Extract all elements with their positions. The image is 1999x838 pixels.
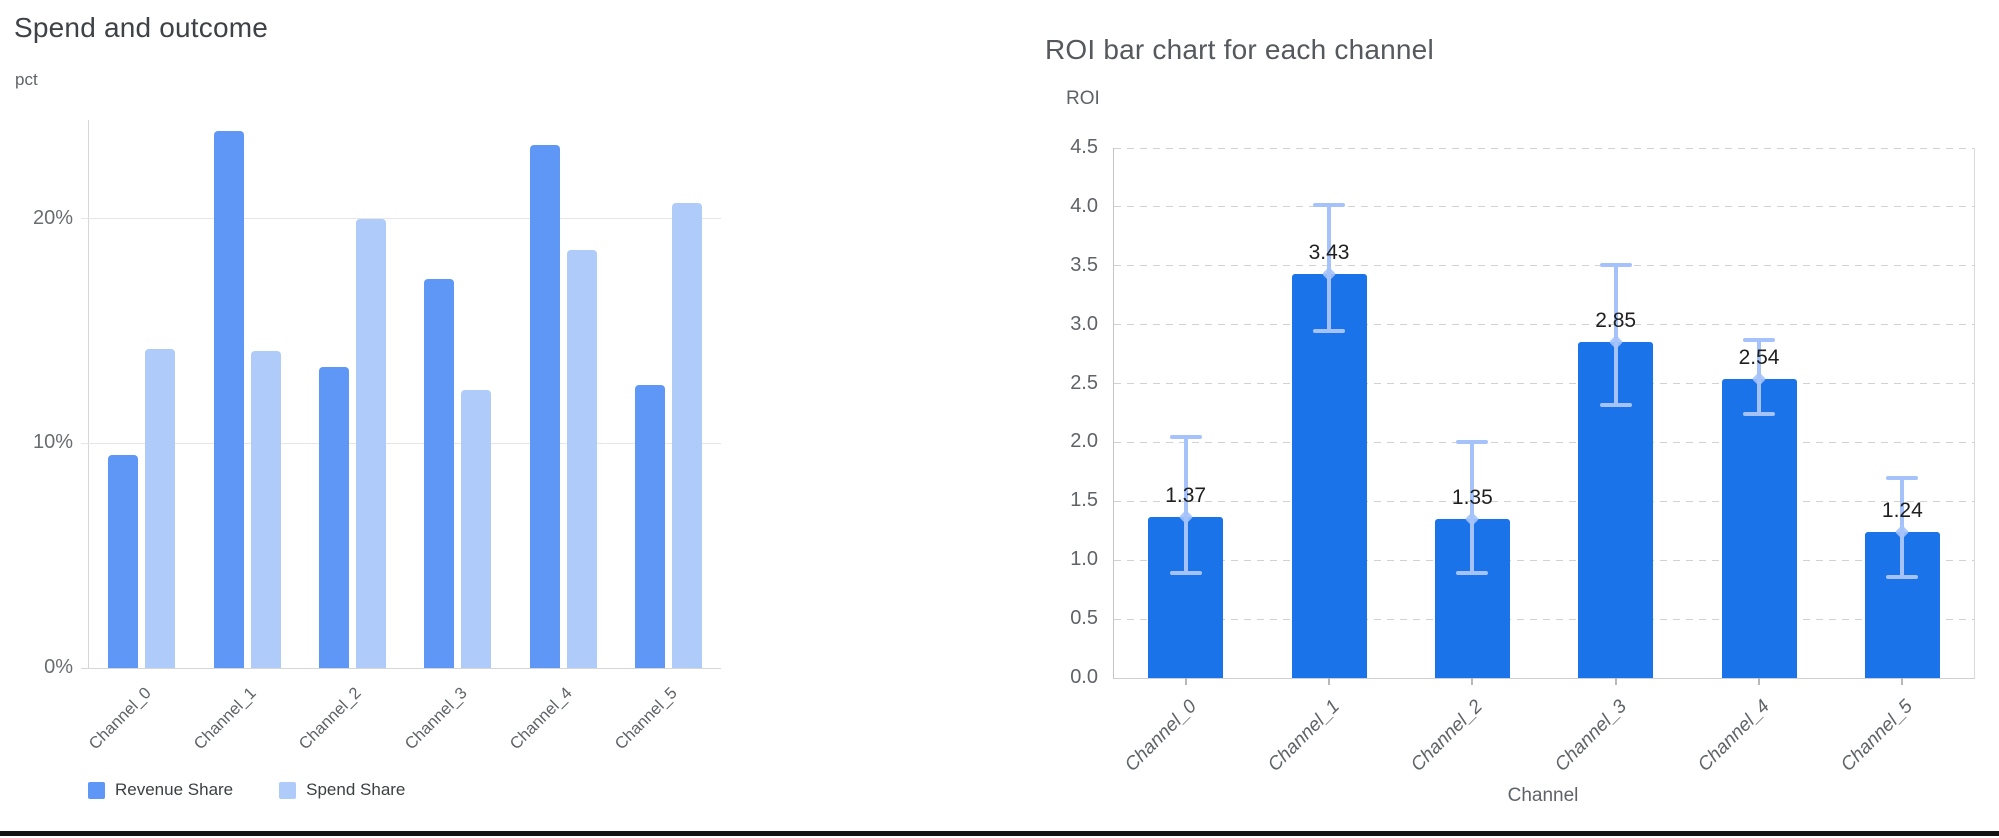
left-chart-title: Spend and outcome — [14, 12, 269, 43]
roi-value-label-channel-3: 2.85 — [1595, 309, 1637, 333]
left-gridline-10- — [81, 442, 721, 444]
bar-revenue-share-channel-4 — [529, 144, 560, 668]
legend-item-spend-share: Spend Share — [279, 780, 405, 800]
bar-spend-share-channel-3 — [461, 389, 492, 668]
bottom-border-rule — [0, 831, 1999, 836]
roi-value-label-channel-2: 1.35 — [1451, 486, 1493, 509]
error-bar-cap-top-channel-0 — [1169, 434, 1202, 439]
error-bar-cap-bottom-channel-3 — [1599, 402, 1632, 407]
revenue-share-swatch-icon — [88, 781, 105, 799]
right-y-tick-label-2-0: 2.0 — [1070, 430, 1098, 453]
roi-value-label-channel-0: 1.37 — [1165, 483, 1207, 507]
bar-revenue-share-channel-3 — [424, 279, 455, 668]
right-y-tick-label-3-5: 3.5 — [1070, 253, 1098, 276]
error-bar-cap-top-channel-2 — [1456, 440, 1489, 445]
left-y-tick-label-0-: 0% — [44, 656, 73, 678]
left-x-tick-label-channel-2: Channel_2 — [295, 684, 366, 754]
right-gridline-3-0 — [1114, 324, 1974, 326]
right-x-tick-mark-channel-4 — [1758, 678, 1760, 685]
error-bar-cap-bottom-channel-2 — [1456, 571, 1489, 576]
left-x-tick-label-channel-0: Channel_0 — [85, 684, 155, 754]
right-x-tick-mark-channel-5 — [1901, 678, 1904, 685]
bar-revenue-share-channel-5 — [634, 385, 665, 668]
error-bar-cap-bottom-channel-0 — [1169, 571, 1202, 576]
right-gridline-2-5 — [1114, 383, 1974, 385]
error-bar-cap-top-channel-5 — [1886, 475, 1919, 480]
error-bar-cap-bottom-channel-5 — [1886, 574, 1919, 579]
bar-revenue-share-channel-1 — [213, 131, 244, 668]
left-y-axis-unit-label: pct — [15, 70, 38, 89]
right-y-axis-unit-label: ROI — [1066, 88, 1100, 109]
right-gridline-4-5 — [1114, 147, 1974, 149]
right-x-tick-mark-channel-0 — [1184, 678, 1187, 685]
right-x-axis-title: Channel — [1507, 785, 1579, 806]
right-y-tick-label-1-5: 1.5 — [1070, 489, 1098, 512]
right-chart-title: ROI bar chart for each channel — [1045, 34, 1434, 65]
right-gridline-0-5 — [1114, 618, 1974, 620]
bar-spend-share-channel-5 — [671, 203, 702, 668]
left-plot-area: 0% 10% 20% Channel_0 Channel_1 Channel_2 Chann… — [33, 120, 721, 753]
error-bar-line-channel-0 — [1183, 436, 1188, 574]
roi-bar-channel-1 — [1291, 274, 1367, 678]
roi-bar-channel-4 — [1721, 378, 1797, 678]
right-y-tick-label-3-0: 3.0 — [1070, 312, 1098, 335]
right-gridline-4-0 — [1114, 206, 1974, 208]
roi-value-label-channel-4: 2.54 — [1738, 345, 1780, 369]
error-bar-cap-bottom-channel-4 — [1743, 412, 1775, 417]
right-x-tick-mark-channel-1 — [1328, 678, 1330, 685]
right-y-tick-label-0-5: 0.5 — [1070, 607, 1098, 630]
error-bar-line-channel-3 — [1613, 264, 1618, 405]
error-bar-cap-bottom-channel-1 — [1313, 328, 1345, 333]
error-bar-cap-top-channel-3 — [1599, 262, 1632, 267]
error-bar-line-channel-2 — [1470, 442, 1475, 574]
left-x-tick-label-channel-1: Channel_1 — [190, 684, 260, 754]
left-gridline-0- — [81, 667, 721, 669]
left-x-tick-label-channel-3: Channel_3 — [401, 684, 471, 754]
roi-value-label-channel-1: 3.43 — [1308, 241, 1350, 265]
left-x-tick-label-channel-5: Channel_5 — [611, 684, 682, 754]
right-plot-area: 0.0 0.5 1.0 1.5 2.0 2.5 3.0 3.5 4.0 4.5 1.37 Channe… — [1070, 136, 1975, 776]
left-gridline-20- — [81, 218, 721, 220]
bar-spend-share-channel-2 — [355, 218, 386, 668]
revenue-share-legend-label: Revenue Share — [115, 780, 234, 799]
right-y-tick-label-0-0: 0.0 — [1070, 666, 1098, 688]
left-y-tick-label-20-: 20% — [32, 206, 73, 229]
left-x-tick-label-channel-4: Channel_4 — [506, 684, 576, 754]
bar-spend-share-channel-1 — [250, 351, 281, 668]
right-x-tick-mark-channel-2 — [1471, 678, 1474, 685]
bar-spend-share-channel-4 — [566, 250, 597, 668]
right-gridline-3-5 — [1114, 265, 1974, 267]
right-gridline-2-0 — [1114, 441, 1974, 443]
error-bar-cap-top-channel-4 — [1743, 337, 1775, 342]
left-chart-legend: Revenue Share Spend Share — [88, 780, 451, 800]
right-gridline-1-0 — [1114, 559, 1974, 561]
bar-revenue-share-channel-0 — [108, 454, 139, 668]
legend-item-revenue-share: Revenue Share — [88, 780, 233, 800]
spend-share-legend-label: Spend Share — [306, 780, 406, 799]
error-bar-cap-top-channel-1 — [1313, 202, 1345, 207]
bar-spend-share-channel-0 — [145, 349, 176, 668]
right-y-tick-label-2-5: 2.5 — [1070, 371, 1098, 394]
right-y-tick-label-4-5: 4.5 — [1070, 136, 1098, 158]
roi-value-label-channel-5: 1.24 — [1881, 498, 1923, 522]
left-y-tick-label-10-: 10% — [32, 431, 73, 454]
spend-share-swatch-icon — [279, 781, 297, 799]
right-gridline-1-5 — [1114, 500, 1974, 502]
bar-revenue-share-channel-2 — [318, 367, 349, 668]
right-y-tick-label-4-0: 4.0 — [1070, 194, 1098, 217]
right-y-tick-label-1-0: 1.0 — [1070, 548, 1098, 571]
right-x-tick-mark-channel-3 — [1614, 678, 1617, 685]
